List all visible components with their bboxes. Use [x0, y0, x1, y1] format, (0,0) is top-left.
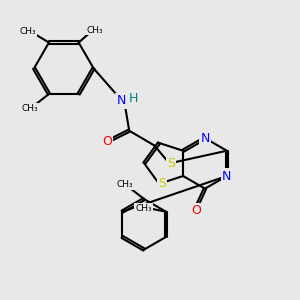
Text: S: S	[167, 157, 175, 170]
Text: S: S	[158, 177, 166, 190]
Text: CH₃: CH₃	[87, 26, 103, 34]
Text: CH₃: CH₃	[19, 27, 36, 36]
Text: CH₃: CH₃	[21, 104, 38, 113]
Text: N: N	[200, 132, 210, 145]
Text: N: N	[116, 94, 126, 107]
Text: O: O	[191, 204, 201, 218]
Text: H: H	[128, 92, 138, 105]
Text: CH₃: CH₃	[116, 180, 133, 189]
Text: N: N	[222, 169, 232, 182]
Text: O: O	[102, 135, 112, 148]
Text: CH₃: CH₃	[135, 204, 152, 213]
